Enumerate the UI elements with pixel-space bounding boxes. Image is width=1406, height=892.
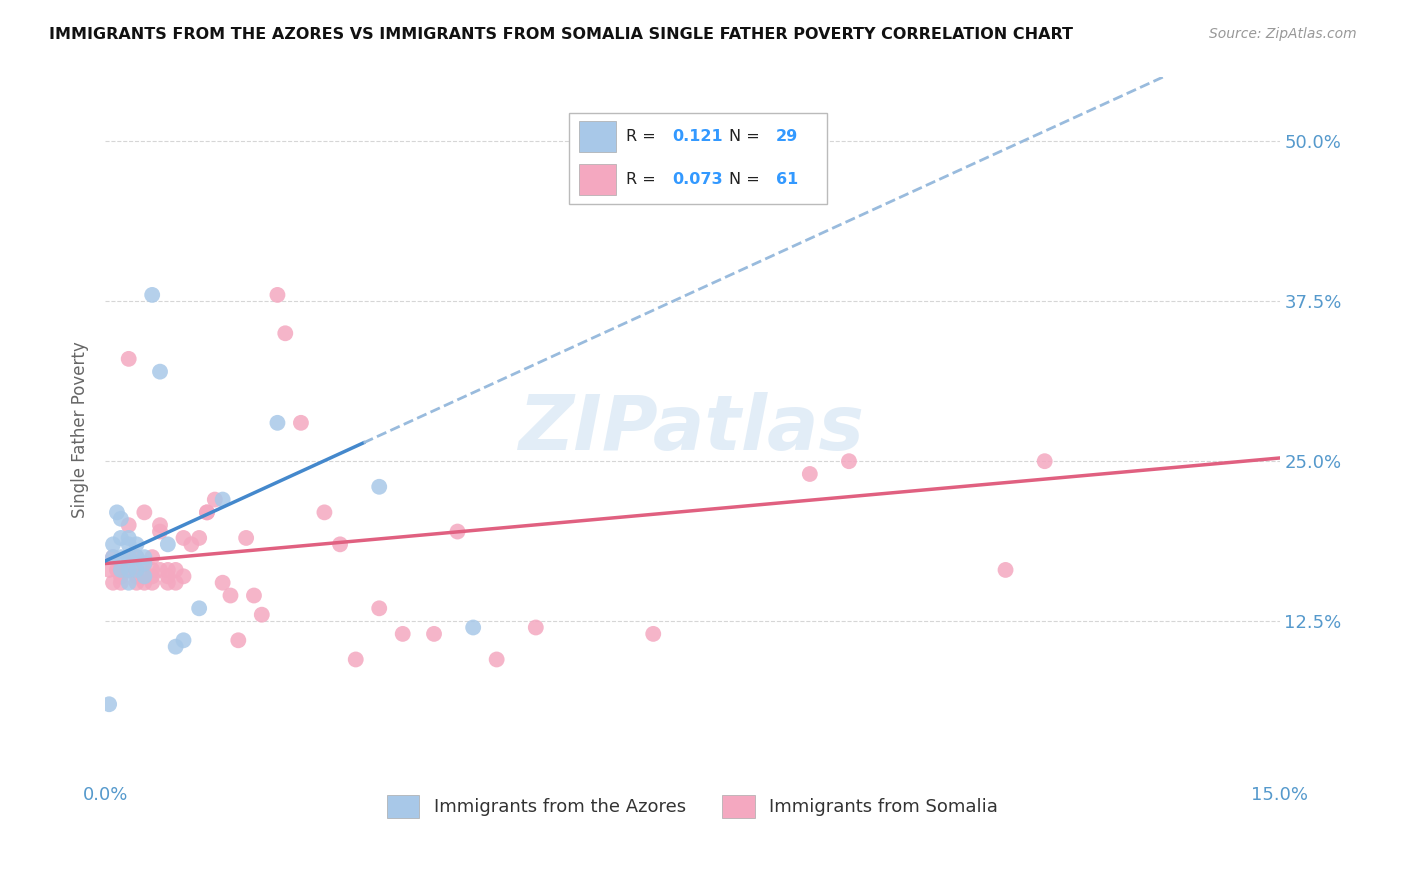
Point [391,627,413,641]
Point [125,569,148,583]
Point [368,601,391,615]
Text: ZIPatlas: ZIPatlas [519,392,865,467]
Point [799,467,821,481]
Point [188,601,211,615]
Point [101,537,124,551]
Point [219,589,242,603]
Point [344,652,367,666]
Point [141,569,163,583]
Point [110,575,132,590]
Point [188,531,211,545]
Text: Source: ZipAtlas.com: Source: ZipAtlas.com [1209,27,1357,41]
Point [101,575,124,590]
Point [101,550,124,565]
Point [211,492,233,507]
Point [125,550,148,565]
Point [274,326,297,341]
Point [211,575,233,590]
Point [134,569,156,583]
Point [134,557,156,571]
Point [118,550,141,565]
Point [110,569,132,583]
Point [125,563,148,577]
Point [290,416,312,430]
Point [156,569,179,583]
Point [329,537,352,551]
Point [125,575,148,590]
Point [118,575,141,590]
Point [314,505,336,519]
Point [463,620,485,634]
Point [118,518,141,533]
Point [180,537,202,551]
Point [149,563,172,577]
Point [149,518,172,533]
Point [101,550,124,565]
Point [118,537,141,551]
Point [165,575,187,590]
Point [149,524,172,539]
Point [368,480,391,494]
Point [105,563,128,577]
Point [1033,454,1056,468]
Point [204,492,226,507]
Point [110,563,132,577]
Point [173,569,195,583]
Point [125,563,148,577]
Point [446,524,468,539]
Point [838,454,860,468]
Point [134,550,156,565]
Point [98,698,121,712]
Point [98,563,121,577]
Point [141,575,163,590]
Point [134,505,156,519]
Point [125,550,148,565]
Point [141,563,163,577]
Point [250,607,273,622]
Point [165,640,187,654]
Point [110,563,132,577]
Point [134,575,156,590]
Point [173,531,195,545]
Point [134,569,156,583]
Point [134,557,156,571]
Point [118,563,141,577]
Point [105,505,128,519]
Point [110,531,132,545]
Point [226,633,249,648]
Point [118,563,141,577]
Point [423,627,446,641]
Point [118,351,141,366]
Point [524,620,547,634]
Point [173,633,195,648]
Point [994,563,1017,577]
Legend: Immigrants from the Azores, Immigrants from Somalia: Immigrants from the Azores, Immigrants f… [380,789,1005,825]
Point [156,575,179,590]
Point [165,563,187,577]
Text: IMMIGRANTS FROM THE AZORES VS IMMIGRANTS FROM SOMALIA SINGLE FATHER POVERTY CORR: IMMIGRANTS FROM THE AZORES VS IMMIGRANTS… [49,27,1073,42]
Point [643,627,665,641]
Point [110,550,132,565]
Point [125,537,148,551]
Y-axis label: Single Father Poverty: Single Father Poverty [72,341,89,517]
Point [141,288,163,302]
Point [110,512,132,526]
Point [266,288,288,302]
Point [195,505,218,519]
Point [485,652,508,666]
Point [243,589,266,603]
Point [266,416,288,430]
Point [149,365,172,379]
Point [156,537,179,551]
Point [118,531,141,545]
Point [235,531,257,545]
Point [141,550,163,565]
Point [195,505,218,519]
Point [156,563,179,577]
Point [118,550,141,565]
